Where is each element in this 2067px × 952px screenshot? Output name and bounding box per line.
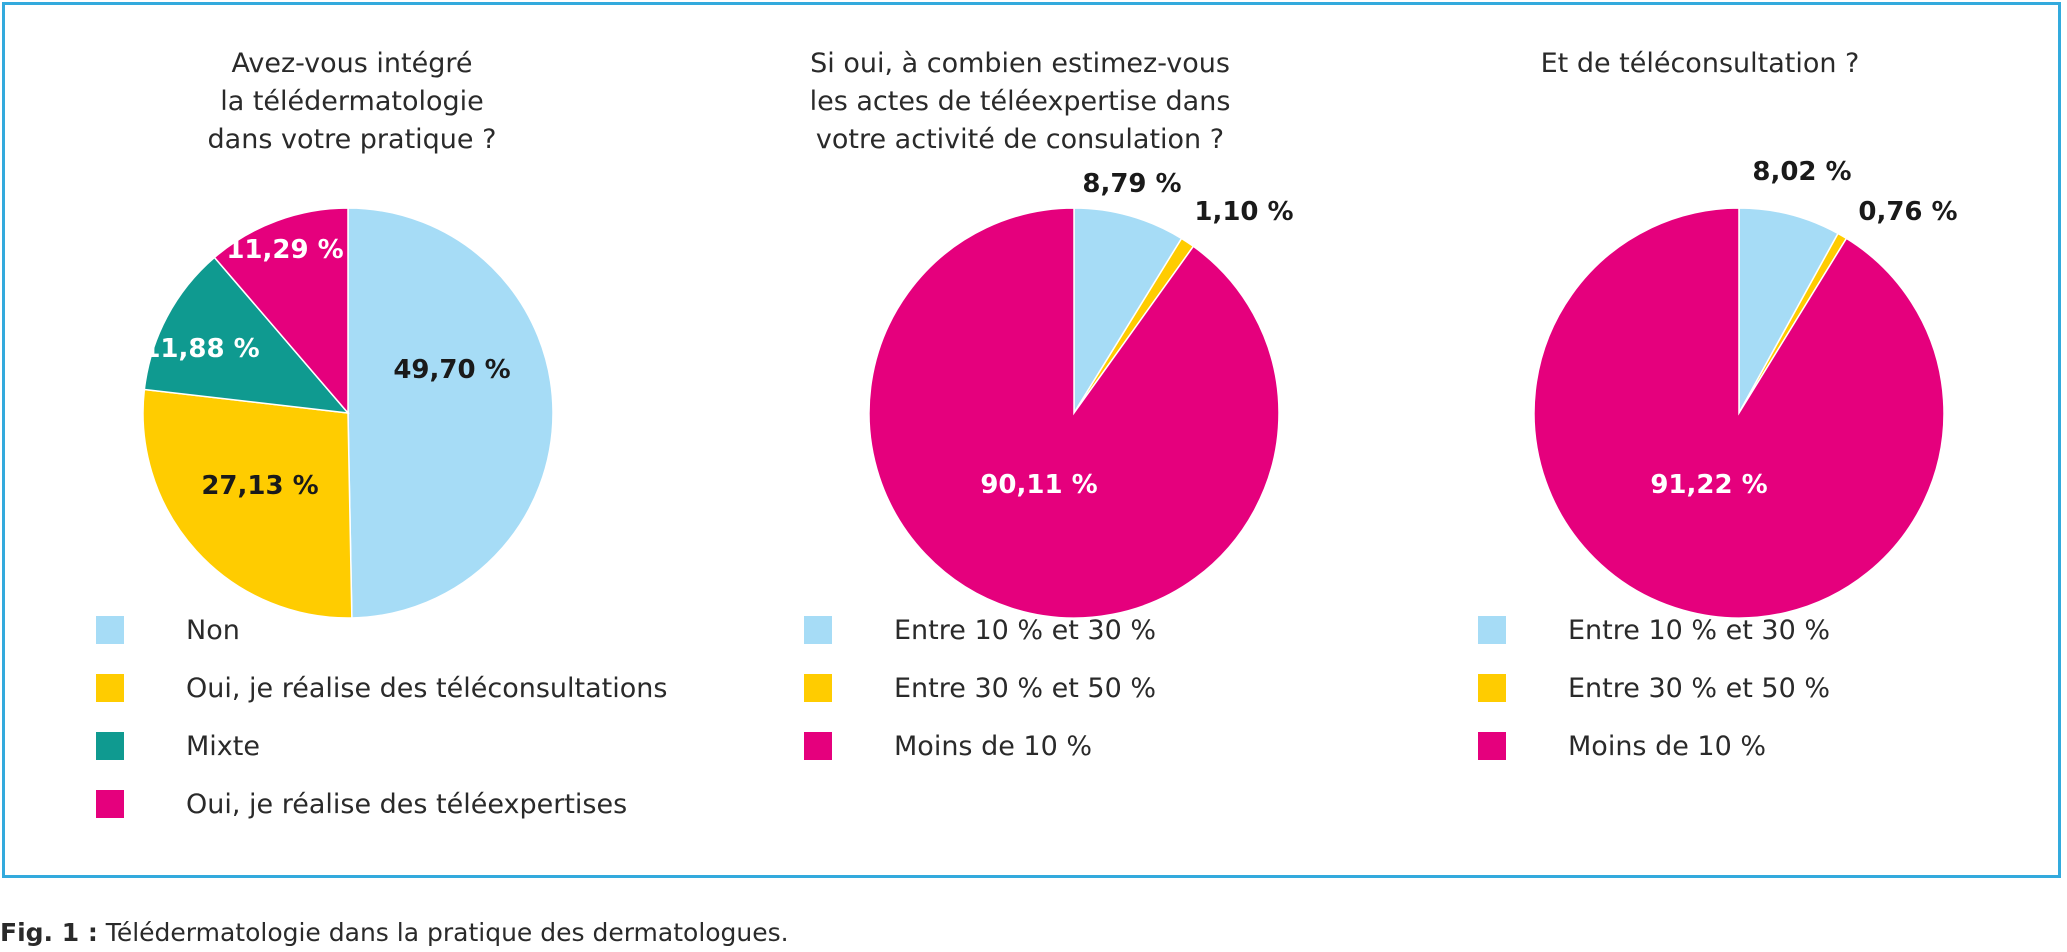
chart2-legend-swatch-2 <box>804 674 832 702</box>
chart2-legend-label-3: Moins de 10 % <box>894 730 1093 762</box>
chart1-value-label-1: 49,70 % <box>393 355 510 385</box>
chart2-slice-1 <box>1073 207 1183 416</box>
chart2-legend-item-1: Entre 10 % et 30 % <box>804 610 1156 650</box>
chart1-legend-swatch-1 <box>96 616 124 644</box>
figure-frame <box>2 2 2061 878</box>
chart1-legend-label-3: Mixte <box>186 730 260 762</box>
chart1-legend-swatch-2 <box>96 674 124 702</box>
chart1-legend-item-3: Mixte <box>96 726 260 766</box>
chart2-legend-swatch-1 <box>804 616 832 644</box>
chart2-value-label-1: 8,79 % <box>1082 169 1181 199</box>
chart3-legend-item-2: Entre 30 % et 50 % <box>1478 668 1830 708</box>
chart1-legend-item-4: Oui, je réalise des téléexpertises <box>96 784 627 824</box>
chart2-legend-swatch-3 <box>804 732 832 760</box>
pie-charts: 49,70 % 27,13 % 11,88 % 11,29 % 8,79 % 1,10 %… <box>142 157 1958 619</box>
chart1-legend-swatch-4 <box>96 790 124 818</box>
chart1-legend-label-2: Oui, je réalise des téléconsultations <box>186 672 668 704</box>
chart2-legend-label-2: Entre 30 % et 50 % <box>894 672 1157 704</box>
chart1-legend-item-1: Non <box>96 610 240 650</box>
chart3-legend-item-1: Entre 10 % et 30 % <box>1478 610 1830 650</box>
chart2-legend-item-3: Moins de 10 % <box>804 726 1092 766</box>
chart1-value-label-3: 11,88 % <box>142 334 259 364</box>
chart3-title: Et de téléconsultation ? <box>1540 48 1860 79</box>
chart3-legend-swatch-1 <box>1478 616 1506 644</box>
chart1-legend-item-2: Oui, je réalise des téléconsultations <box>96 668 667 708</box>
chart1-legend-swatch-3 <box>96 732 124 760</box>
caption-prefix: Fig. 1 : <box>0 918 98 947</box>
chart2-legend-item-2: Entre 30 % et 50 % <box>804 668 1156 708</box>
chart3-legend-label-2: Entre 30 % et 50 % <box>1568 672 1831 704</box>
chart2-slice-3 <box>868 207 1280 619</box>
chart2-value-label-2: 1,10 % <box>1194 197 1293 227</box>
chart2-value-label-3: 90,11 % <box>980 470 1097 500</box>
chart1-value-label-2: 27,13 % <box>201 471 318 501</box>
chart1-legend-label-1: Non <box>186 614 240 646</box>
chart3-value-label-1: 8,02 % <box>1752 157 1851 187</box>
chart1-slice-4 <box>213 207 349 416</box>
chart1-slice-3 <box>143 256 350 414</box>
chart3-value-label-3: 91,22 % <box>1650 470 1767 500</box>
chart1-slice-2 <box>142 388 353 619</box>
chart3-legend-label-3: Moins de 10 % <box>1568 730 1767 762</box>
chart1-slice-1 <box>347 207 554 619</box>
chart1-legend-label-4: Oui, je réalise des téléexpertises <box>186 788 628 820</box>
chart1-title: Avez-vous intégré la télédermatologie dans… <box>207 48 497 155</box>
caption-text: Télédermatologie dans la pratique des de… <box>97 918 789 947</box>
chart2-legend-label-1: Entre 10 % et 30 % <box>894 614 1157 646</box>
figure-caption: Fig. 1 : Télédermatologie dans la pratiq… <box>0 918 789 947</box>
chart3-value-label-2: 0,76 % <box>1858 197 1957 227</box>
chart3-slice-1 <box>1738 207 1840 414</box>
chart3-legend-swatch-3 <box>1478 732 1506 760</box>
chart3-slice-3 <box>1533 207 1945 619</box>
chart2-title: Si oui, à combien estimez-vous les actes … <box>809 48 1231 155</box>
chart3-legend-swatch-2 <box>1478 674 1506 702</box>
chart1-value-label-4: 11,29 % <box>226 235 343 265</box>
chart3-legend-item-3: Moins de 10 % <box>1478 726 1766 766</box>
chart3-legend-label-1: Entre 10 % et 30 % <box>1568 614 1831 646</box>
